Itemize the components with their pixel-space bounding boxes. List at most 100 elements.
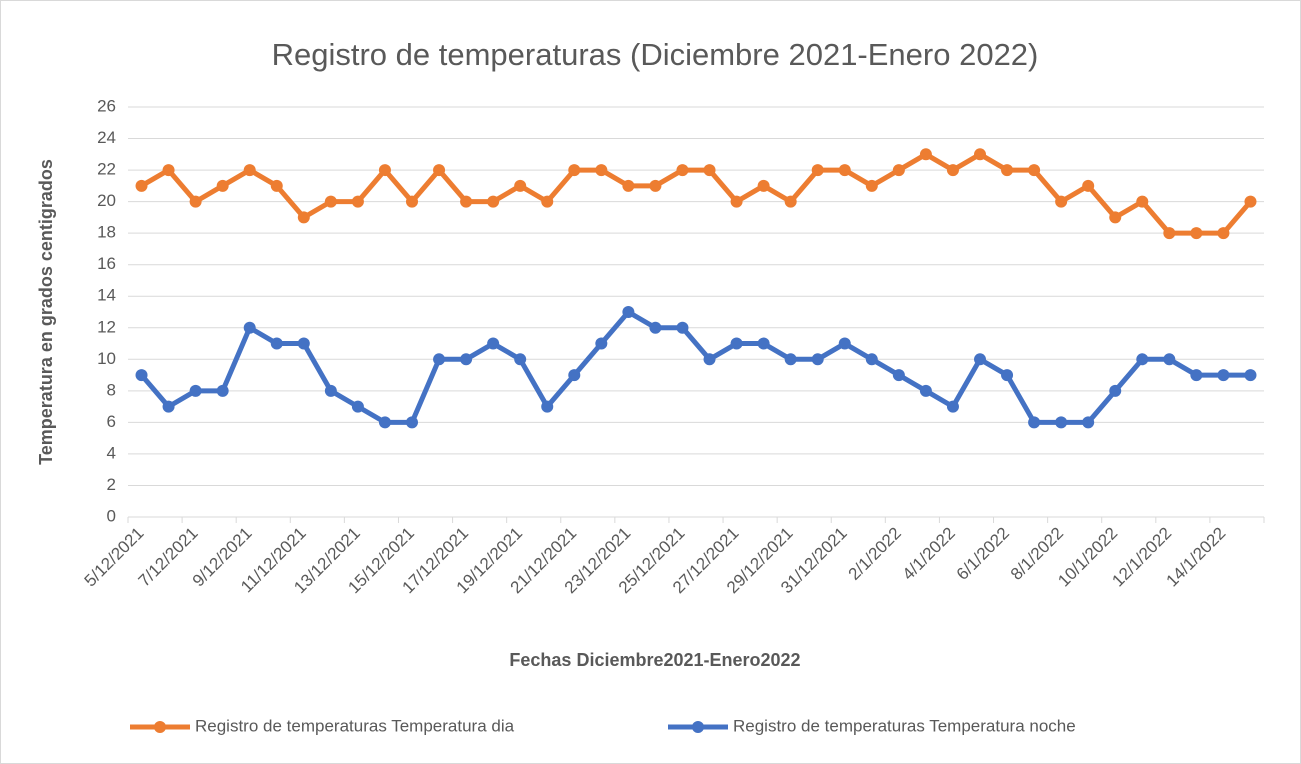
marker xyxy=(1109,384,1122,397)
marker xyxy=(1136,353,1149,366)
marker xyxy=(1163,227,1176,240)
marker xyxy=(541,195,554,208)
y-tick-label: 22 xyxy=(97,160,116,179)
marker xyxy=(1055,416,1068,429)
marker xyxy=(1028,164,1041,177)
marker xyxy=(865,179,878,192)
marker xyxy=(838,337,851,350)
marker xyxy=(1190,369,1203,382)
marker xyxy=(135,369,148,382)
legend-marker xyxy=(154,721,166,733)
y-tick-label: 6 xyxy=(107,412,116,431)
marker xyxy=(324,195,337,208)
marker xyxy=(919,148,932,161)
marker xyxy=(406,195,418,208)
marker xyxy=(297,211,310,224)
marker xyxy=(460,195,473,208)
marker xyxy=(757,337,770,350)
marker xyxy=(676,321,689,334)
legend-label: Registro de temperaturas Temperatura dia xyxy=(195,716,515,735)
marker xyxy=(1001,164,1014,177)
marker xyxy=(243,321,256,334)
marker xyxy=(568,369,581,382)
y-tick-label: 16 xyxy=(97,254,116,273)
marker xyxy=(270,337,283,350)
marker xyxy=(1136,195,1149,208)
y-axis-title: Temperatura en grados centigrados xyxy=(36,159,56,465)
marker xyxy=(865,353,878,366)
marker xyxy=(1217,227,1230,240)
chart-title: Registro de temperaturas (Diciembre 2021… xyxy=(272,37,1039,72)
marker xyxy=(838,164,851,177)
y-tick-label: 14 xyxy=(97,286,116,305)
marker xyxy=(460,353,473,366)
y-tick-label: 10 xyxy=(97,349,116,368)
marker xyxy=(892,164,905,177)
marker xyxy=(1028,416,1041,429)
legend-marker xyxy=(692,721,704,733)
marker xyxy=(1163,353,1176,366)
marker xyxy=(919,384,932,397)
marker xyxy=(730,195,743,208)
y-tick-label: 12 xyxy=(97,317,116,336)
marker xyxy=(730,337,743,350)
marker xyxy=(1055,195,1068,208)
y-tick-label: 0 xyxy=(107,506,116,525)
y-tick-label: 4 xyxy=(107,443,116,462)
marker xyxy=(811,353,824,366)
marker xyxy=(784,353,797,366)
marker xyxy=(216,179,229,192)
y-tick-label: 18 xyxy=(97,223,116,242)
marker xyxy=(649,179,662,192)
marker xyxy=(649,321,662,334)
marker xyxy=(568,164,581,177)
marker xyxy=(243,164,256,177)
marker xyxy=(351,195,364,208)
marker xyxy=(892,369,905,382)
marker xyxy=(1001,369,1014,382)
marker xyxy=(1244,195,1257,208)
marker xyxy=(378,416,391,429)
marker xyxy=(514,179,527,192)
marker xyxy=(433,353,446,366)
marker xyxy=(351,400,364,413)
marker xyxy=(1082,416,1095,429)
marker xyxy=(946,164,959,177)
marker xyxy=(703,353,716,366)
marker xyxy=(595,164,608,177)
marker xyxy=(974,148,986,161)
marker xyxy=(703,164,716,177)
marker xyxy=(216,384,229,397)
marker xyxy=(676,164,689,177)
y-tick-label: 26 xyxy=(97,96,116,115)
marker xyxy=(514,353,527,366)
marker xyxy=(757,179,770,192)
legend-label: Registro de temperaturas Temperatura noc… xyxy=(733,716,1076,735)
marker xyxy=(1244,369,1257,382)
marker xyxy=(135,179,148,192)
marker xyxy=(622,306,635,318)
marker xyxy=(189,384,202,397)
marker xyxy=(1217,369,1230,382)
marker xyxy=(487,195,500,208)
marker xyxy=(270,179,283,192)
marker xyxy=(1190,227,1203,240)
marker xyxy=(406,416,418,429)
marker xyxy=(622,179,635,192)
marker xyxy=(595,337,608,350)
marker xyxy=(1109,211,1122,224)
marker xyxy=(162,400,175,413)
y-tick-label: 20 xyxy=(97,191,116,210)
marker xyxy=(1082,179,1095,192)
marker xyxy=(811,164,824,177)
marker xyxy=(541,400,554,413)
x-axis-title: Fechas Diciembre2021-Enero2022 xyxy=(509,650,800,670)
marker xyxy=(784,195,797,208)
y-tick-label: 2 xyxy=(107,475,116,494)
marker xyxy=(378,164,391,177)
marker xyxy=(487,337,500,350)
marker xyxy=(189,195,202,208)
